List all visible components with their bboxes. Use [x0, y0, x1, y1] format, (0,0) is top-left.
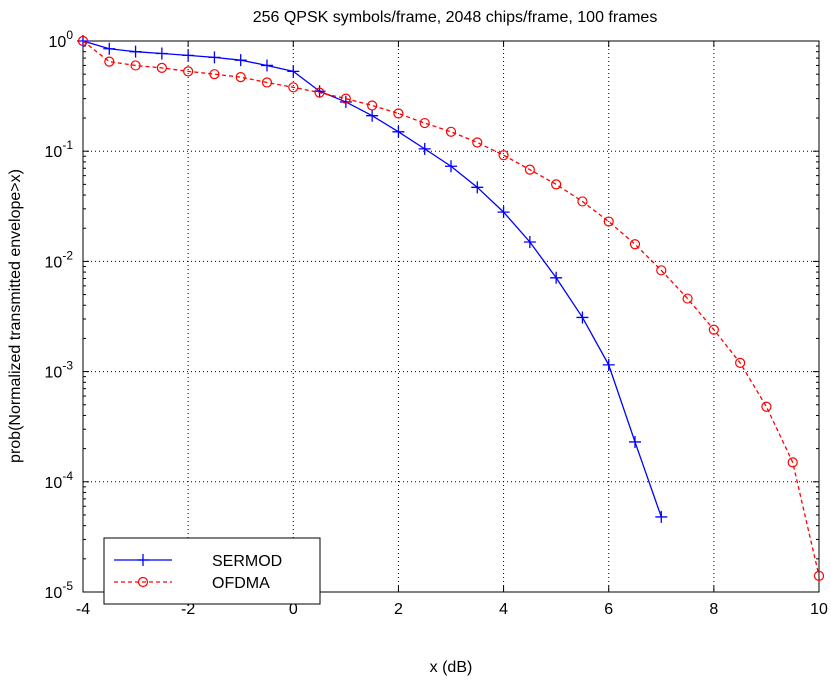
data-point-marker: [261, 77, 273, 88]
x-tick-label: -2: [181, 601, 195, 618]
data-point-marker: [629, 435, 641, 448]
legend-label: SERMOD: [212, 553, 282, 570]
data-point-marker: [445, 160, 457, 173]
data-point-marker: [340, 93, 351, 104]
legend-entry: SERMOD: [114, 553, 282, 570]
data-point-marker: [103, 42, 116, 55]
data-point-marker: [523, 235, 536, 248]
y-tick-exponent: -5: [62, 579, 73, 593]
data-point-marker: [656, 265, 667, 276]
data-point-marker: [314, 87, 325, 98]
data-point-marker: [735, 357, 746, 368]
data-point-marker: [813, 570, 825, 581]
y-tick-label: 10-3: [45, 359, 74, 382]
data-point-marker: [156, 62, 167, 74]
series-sermod: [77, 35, 668, 523]
y-tick-exponent: -4: [62, 469, 73, 483]
x-tick-label: 4: [499, 601, 508, 618]
y-tick-exponent: -3: [62, 359, 73, 373]
series-ofdma: [77, 35, 825, 581]
x-tick-label: 6: [604, 601, 613, 618]
data-point-marker: [366, 109, 379, 122]
data-point-marker: [497, 206, 510, 219]
data-point-marker: [655, 510, 668, 523]
legend-swatch-marker: [137, 576, 149, 588]
y-tick-base: 10: [45, 475, 63, 492]
x-tick-label: 10: [810, 601, 828, 618]
data-point-marker: [155, 47, 168, 60]
data-point-marker: [339, 95, 352, 108]
y-tick-exponent: 0: [66, 28, 73, 42]
data-point-marker: [392, 125, 405, 138]
data-point-marker: [182, 49, 195, 62]
x-tick-label: 0: [289, 601, 298, 618]
data-point-marker: [472, 137, 483, 148]
data-point-marker: [77, 35, 89, 47]
data-point-marker: [577, 196, 588, 207]
data-point-marker: [419, 117, 430, 129]
legend-entry: OFDMA: [114, 575, 270, 592]
data-point-marker: [550, 271, 563, 284]
data-point-marker: [183, 66, 194, 77]
data-point-marker: [393, 108, 404, 119]
data-point-marker: [551, 179, 562, 190]
data-point-marker: [367, 100, 378, 111]
chart-title: 256 QPSK symbols/frame, 2048 chips/frame…: [253, 9, 658, 26]
data-point-marker: [208, 51, 221, 64]
x-axis-label: x (dB): [430, 659, 473, 676]
x-tick-label: -4: [76, 601, 90, 618]
y-axis-label: prob(Normalized transmitted envelope>x): [7, 169, 24, 463]
data-point-marker: [445, 126, 457, 137]
data-point-marker: [287, 65, 300, 78]
data-point-marker: [288, 82, 299, 93]
y-tick-base: 10: [45, 144, 63, 161]
data-point-marker: [129, 45, 142, 58]
y-tick-base: 10: [45, 365, 63, 382]
data-point-marker: [603, 216, 614, 227]
series-lines: [77, 35, 825, 581]
plot-area-frame: [82, 40, 820, 593]
data-point-marker: [418, 142, 431, 155]
data-point-marker: [234, 54, 247, 67]
data-point-marker: [498, 150, 509, 161]
data-point-marker: [104, 56, 115, 67]
series-line: [82, 40, 820, 577]
y-tick-label: 10-1: [45, 138, 74, 161]
data-point-marker: [261, 59, 273, 72]
data-point-marker: [471, 181, 484, 194]
data-point-marker: [576, 311, 589, 324]
legend: SERMOD OFDMA: [103, 537, 321, 605]
y-tick-exponent: -1: [62, 138, 73, 152]
y-tick-exponent: -2: [62, 248, 73, 262]
x-tick-label: 8: [709, 601, 718, 618]
data-point-marker: [602, 358, 615, 371]
data-point-marker: [787, 457, 798, 468]
y-tick-label: 10-5: [45, 579, 74, 602]
data-point-marker: [209, 69, 220, 80]
y-tick-base: 10: [49, 34, 67, 51]
grid-lines: [83, 41, 819, 592]
data-point-marker: [761, 401, 772, 412]
legend-box: [103, 537, 321, 605]
y-tick-label: 10-2: [45, 248, 74, 271]
data-point-marker: [235, 72, 246, 83]
y-tick-label: 10-4: [45, 469, 74, 492]
legend-label: OFDMA: [212, 575, 270, 592]
legend-swatch-marker: [137, 554, 149, 566]
data-point-marker: [682, 293, 693, 304]
x-tick-label: 2: [394, 601, 403, 618]
y-tick-label: 100: [49, 28, 74, 51]
data-point-marker: [130, 60, 141, 71]
data-point-marker: [708, 324, 719, 335]
y-tick-base: 10: [45, 585, 63, 602]
data-point-marker: [629, 239, 641, 250]
data-point-marker: [524, 164, 535, 175]
y-tick-base: 10: [45, 254, 63, 271]
